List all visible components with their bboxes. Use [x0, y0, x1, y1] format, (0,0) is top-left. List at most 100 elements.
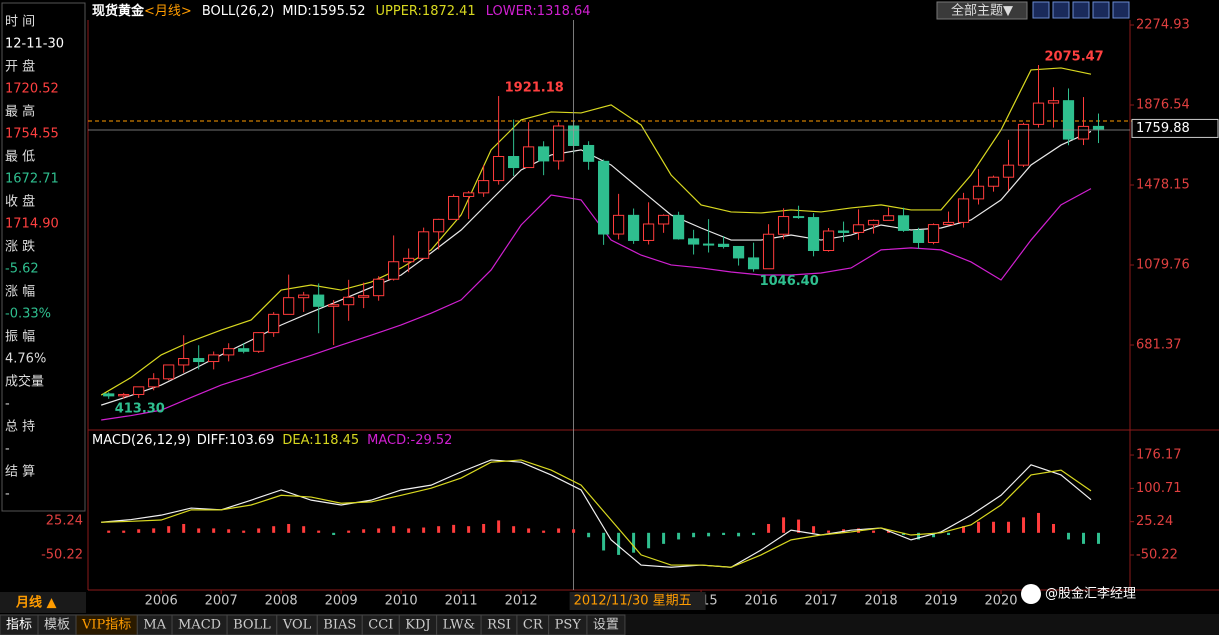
info-label: 结 算: [5, 465, 35, 480]
candle-body: [972, 185, 985, 200]
candle-body: [1032, 102, 1045, 125]
tab-label[interactable]: LW&: [443, 618, 475, 633]
x-tick-label: 2012: [505, 594, 538, 609]
x-tick-label: 2009: [325, 594, 358, 609]
tab-label[interactable]: BOLL: [233, 618, 271, 633]
candle-body: [792, 216, 805, 219]
toolbar-icons: [1032, 1, 1130, 19]
macd-bar: [437, 526, 441, 533]
y-tick-label: 2274.93: [1136, 17, 1190, 32]
x-tick-label: 2007: [205, 594, 238, 609]
macd-bar: [332, 532, 336, 536]
macd-bar: [737, 532, 741, 537]
icon-button[interactable]: [1052, 1, 1070, 19]
y-tick-label: 1079.76: [1136, 257, 1190, 272]
macd-bar: [902, 532, 906, 536]
lower: LOWER:1318.64: [486, 4, 591, 19]
candle-body: [687, 238, 700, 245]
candle-body: [927, 224, 940, 243]
dea-label: DEA:118.45: [282, 433, 359, 448]
icon-button[interactable]: [1072, 1, 1090, 19]
tab-label[interactable]: BIAS: [323, 618, 356, 633]
candle-body: [777, 216, 790, 235]
tab-label[interactable]: CR: [523, 618, 544, 633]
candle-body: [268, 313, 280, 334]
candle-body: [298, 294, 310, 299]
macd-bar: [1052, 523, 1056, 533]
info-value: -0.33%: [5, 307, 51, 322]
tab-label[interactable]: RSI: [487, 618, 511, 633]
extreme-label: 1046.40: [760, 274, 819, 289]
info-value: -: [5, 397, 10, 412]
cursor-label-box: [569, 592, 706, 610]
period-button[interactable]: [0, 592, 86, 613]
candle-body: [583, 144, 595, 162]
tab-label[interactable]: 指标: [6, 618, 32, 633]
candle-body: [238, 348, 250, 352]
candle-body: [1047, 100, 1060, 104]
theme-button[interactable]: [936, 1, 1028, 20]
candle-body: [508, 156, 520, 169]
candle-body: [553, 125, 565, 162]
left-tick-label: -50.22: [41, 548, 83, 563]
x-tick-label: 2010: [385, 594, 418, 609]
macd-header: MACD(26,12,9) DIFF:103.69 DEA:118.45 MACD:-…: [92, 433, 452, 448]
icon-button[interactable]: [1112, 1, 1130, 19]
macd-bar: [572, 529, 576, 533]
tab-label[interactable]: MA: [143, 618, 166, 633]
candle-body: [627, 214, 640, 241]
theme-button-label[interactable]: 全部主题▼: [951, 3, 1013, 19]
macd-bar: [182, 523, 186, 533]
watermark-icon: [1021, 584, 1041, 604]
candle-body: [987, 176, 1000, 187]
macd-bar: [992, 521, 996, 533]
tab-label[interactable]: MACD: [178, 618, 221, 633]
icon-button[interactable]: [1092, 1, 1110, 19]
macd-bar: [497, 520, 501, 533]
tab-label[interactable]: CCI: [368, 618, 393, 633]
macd-bar: [392, 526, 396, 533]
tab-label[interactable]: VIP指标: [81, 618, 131, 633]
band-line: [101, 188, 1092, 421]
candle-body: [747, 257, 760, 270]
tab[interactable]: [586, 614, 626, 635]
macd-bar: [557, 528, 561, 533]
candle-body: [373, 278, 385, 297]
macd-bar: [977, 521, 981, 533]
symbol: 现货黄金: [92, 3, 145, 19]
tab-label[interactable]: VOL: [282, 618, 312, 633]
x-tick-label: 2020: [984, 594, 1017, 609]
macd-bar: [782, 517, 786, 533]
macd-bar: [962, 526, 966, 533]
candle-body: [1062, 100, 1075, 140]
macd-bar: [617, 532, 621, 555]
candle-body: [178, 358, 190, 366]
macd-bar: [662, 532, 666, 544]
tab-label[interactable]: 设置: [593, 618, 619, 633]
macd-bar: [242, 530, 246, 533]
tab-label[interactable]: PSY: [555, 618, 582, 633]
macd-bar: [167, 526, 171, 533]
info-label: 开 盘: [5, 59, 35, 75]
last-price: 1759.88: [1136, 121, 1190, 136]
macd-bar: [422, 527, 426, 533]
macd-bar: [887, 530, 891, 533]
macd-bar: [812, 526, 816, 533]
left-tick-label: 25.24: [46, 514, 83, 529]
icon-button[interactable]: [1032, 1, 1050, 19]
tab-label[interactable]: 模板: [44, 618, 70, 633]
candle-body: [403, 257, 415, 263]
cursor-label: 2012/11/30 星期五: [574, 594, 692, 609]
candle-body: [852, 224, 865, 233]
candle-body: [912, 229, 925, 243]
candle-body: [133, 386, 145, 395]
period-button-label[interactable]: 月线 ▲: [15, 595, 57, 611]
info-label: 涨 幅: [5, 285, 35, 300]
info-label: 收 盘: [5, 194, 35, 210]
macd-bar: [1037, 512, 1041, 533]
macd-bar: [362, 529, 366, 533]
macd-bar: [107, 530, 111, 533]
extreme-label: 413.30: [115, 401, 165, 416]
tab-label[interactable]: KDJ: [405, 618, 430, 633]
last-price-box: [1131, 118, 1219, 138]
